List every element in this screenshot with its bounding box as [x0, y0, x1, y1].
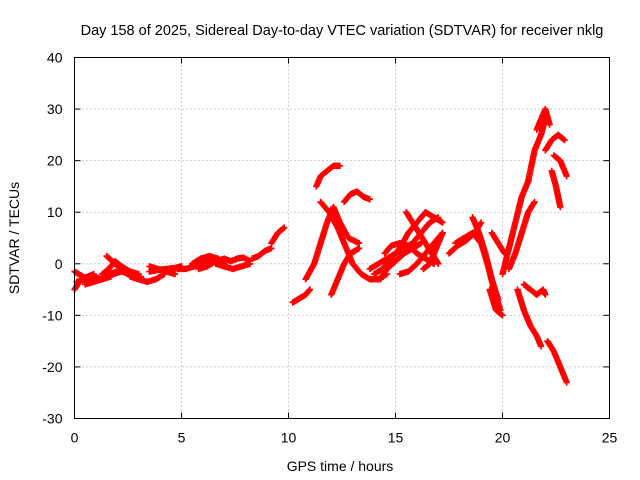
data-point-marker	[495, 296, 502, 304]
data-point-marker	[546, 121, 553, 128]
data-point-marker	[434, 259, 441, 266]
y-tick-label: 10	[47, 204, 63, 220]
x-tick-label: 0	[71, 430, 79, 446]
data-point-marker	[355, 245, 363, 252]
data-point-marker	[279, 225, 287, 232]
y-tick-label: 0	[55, 256, 63, 272]
series-arc-26	[377, 239, 425, 283]
series-arc-37	[505, 198, 538, 273]
series-arc-40	[524, 116, 549, 185]
grid	[74, 57, 610, 419]
plot-frame	[74, 57, 610, 419]
series-arc-30	[420, 229, 446, 273]
series-arc-39	[520, 281, 549, 298]
x-axis-label: GPS time / hours	[287, 458, 394, 474]
series-arc-21	[317, 198, 391, 283]
series-arc-42	[542, 131, 568, 154]
series-arc-23	[340, 188, 374, 206]
data-points	[71, 105, 570, 386]
data-point-marker	[477, 219, 485, 226]
tick-labels: 0 5 10 15 20 25 -30 -20 -10 0 10 20 30 40	[42, 50, 617, 446]
series-arc-15	[227, 254, 254, 265]
y-axis-label: SDTVAR / TECUs	[6, 182, 22, 294]
chart-title: Day 158 of 2025, Sidereal Day-to-day VTE…	[81, 23, 604, 39]
series-arc-08	[126, 270, 168, 286]
series-arc-14	[212, 260, 254, 273]
data-point-marker	[281, 224, 288, 231]
data-point-marker	[306, 286, 314, 293]
series-arc-41	[533, 105, 553, 133]
series-arc-18	[289, 286, 314, 306]
y-tick-label: 20	[47, 153, 63, 169]
data-point-marker	[171, 270, 179, 278]
y-tick-label: 30	[47, 101, 63, 117]
data-point-marker	[439, 229, 446, 237]
x-tick-label: 20	[495, 430, 511, 446]
series-arc-17	[268, 224, 288, 247]
data-point-marker	[560, 135, 567, 143]
series-arc-34	[486, 286, 506, 319]
x-tick-label: 15	[388, 430, 404, 446]
data-point-marker	[305, 287, 313, 294]
data-point-marker	[542, 291, 549, 298]
series-arc-22	[328, 245, 363, 298]
y-tick-label: -30	[42, 411, 62, 427]
data-point-marker	[563, 379, 570, 386]
x-tick-label: 10	[281, 430, 297, 446]
data-point-marker	[439, 219, 446, 226]
series-arc-44	[548, 167, 564, 211]
data-point-marker	[557, 203, 564, 211]
series-arc-38	[514, 286, 545, 350]
x-tick-label: 5	[178, 430, 186, 446]
series-arc-04	[82, 273, 115, 288]
series-arc-43	[550, 152, 570, 180]
data-point-marker	[499, 312, 506, 319]
data-point-marker	[563, 172, 570, 180]
data-point-marker	[537, 343, 545, 350]
series-arc-16	[248, 245, 275, 262]
series-arc-45	[544, 337, 570, 386]
data-point-marker	[561, 136, 568, 144]
y-tick-label: -20	[42, 359, 62, 375]
y-tick-label: -10	[42, 307, 62, 323]
data-point-marker	[531, 198, 538, 206]
data-point-marker	[336, 162, 344, 169]
data-point-marker	[366, 196, 374, 203]
series-arc-10	[146, 263, 179, 278]
data-point-marker	[530, 199, 537, 207]
data-point-marker	[435, 260, 442, 267]
y-tick-label: 40	[47, 50, 63, 66]
x-tick-label: 25	[602, 430, 618, 446]
series-arc-20	[313, 162, 344, 190]
series-arc-33	[469, 214, 502, 304]
data-point-marker	[498, 311, 505, 318]
